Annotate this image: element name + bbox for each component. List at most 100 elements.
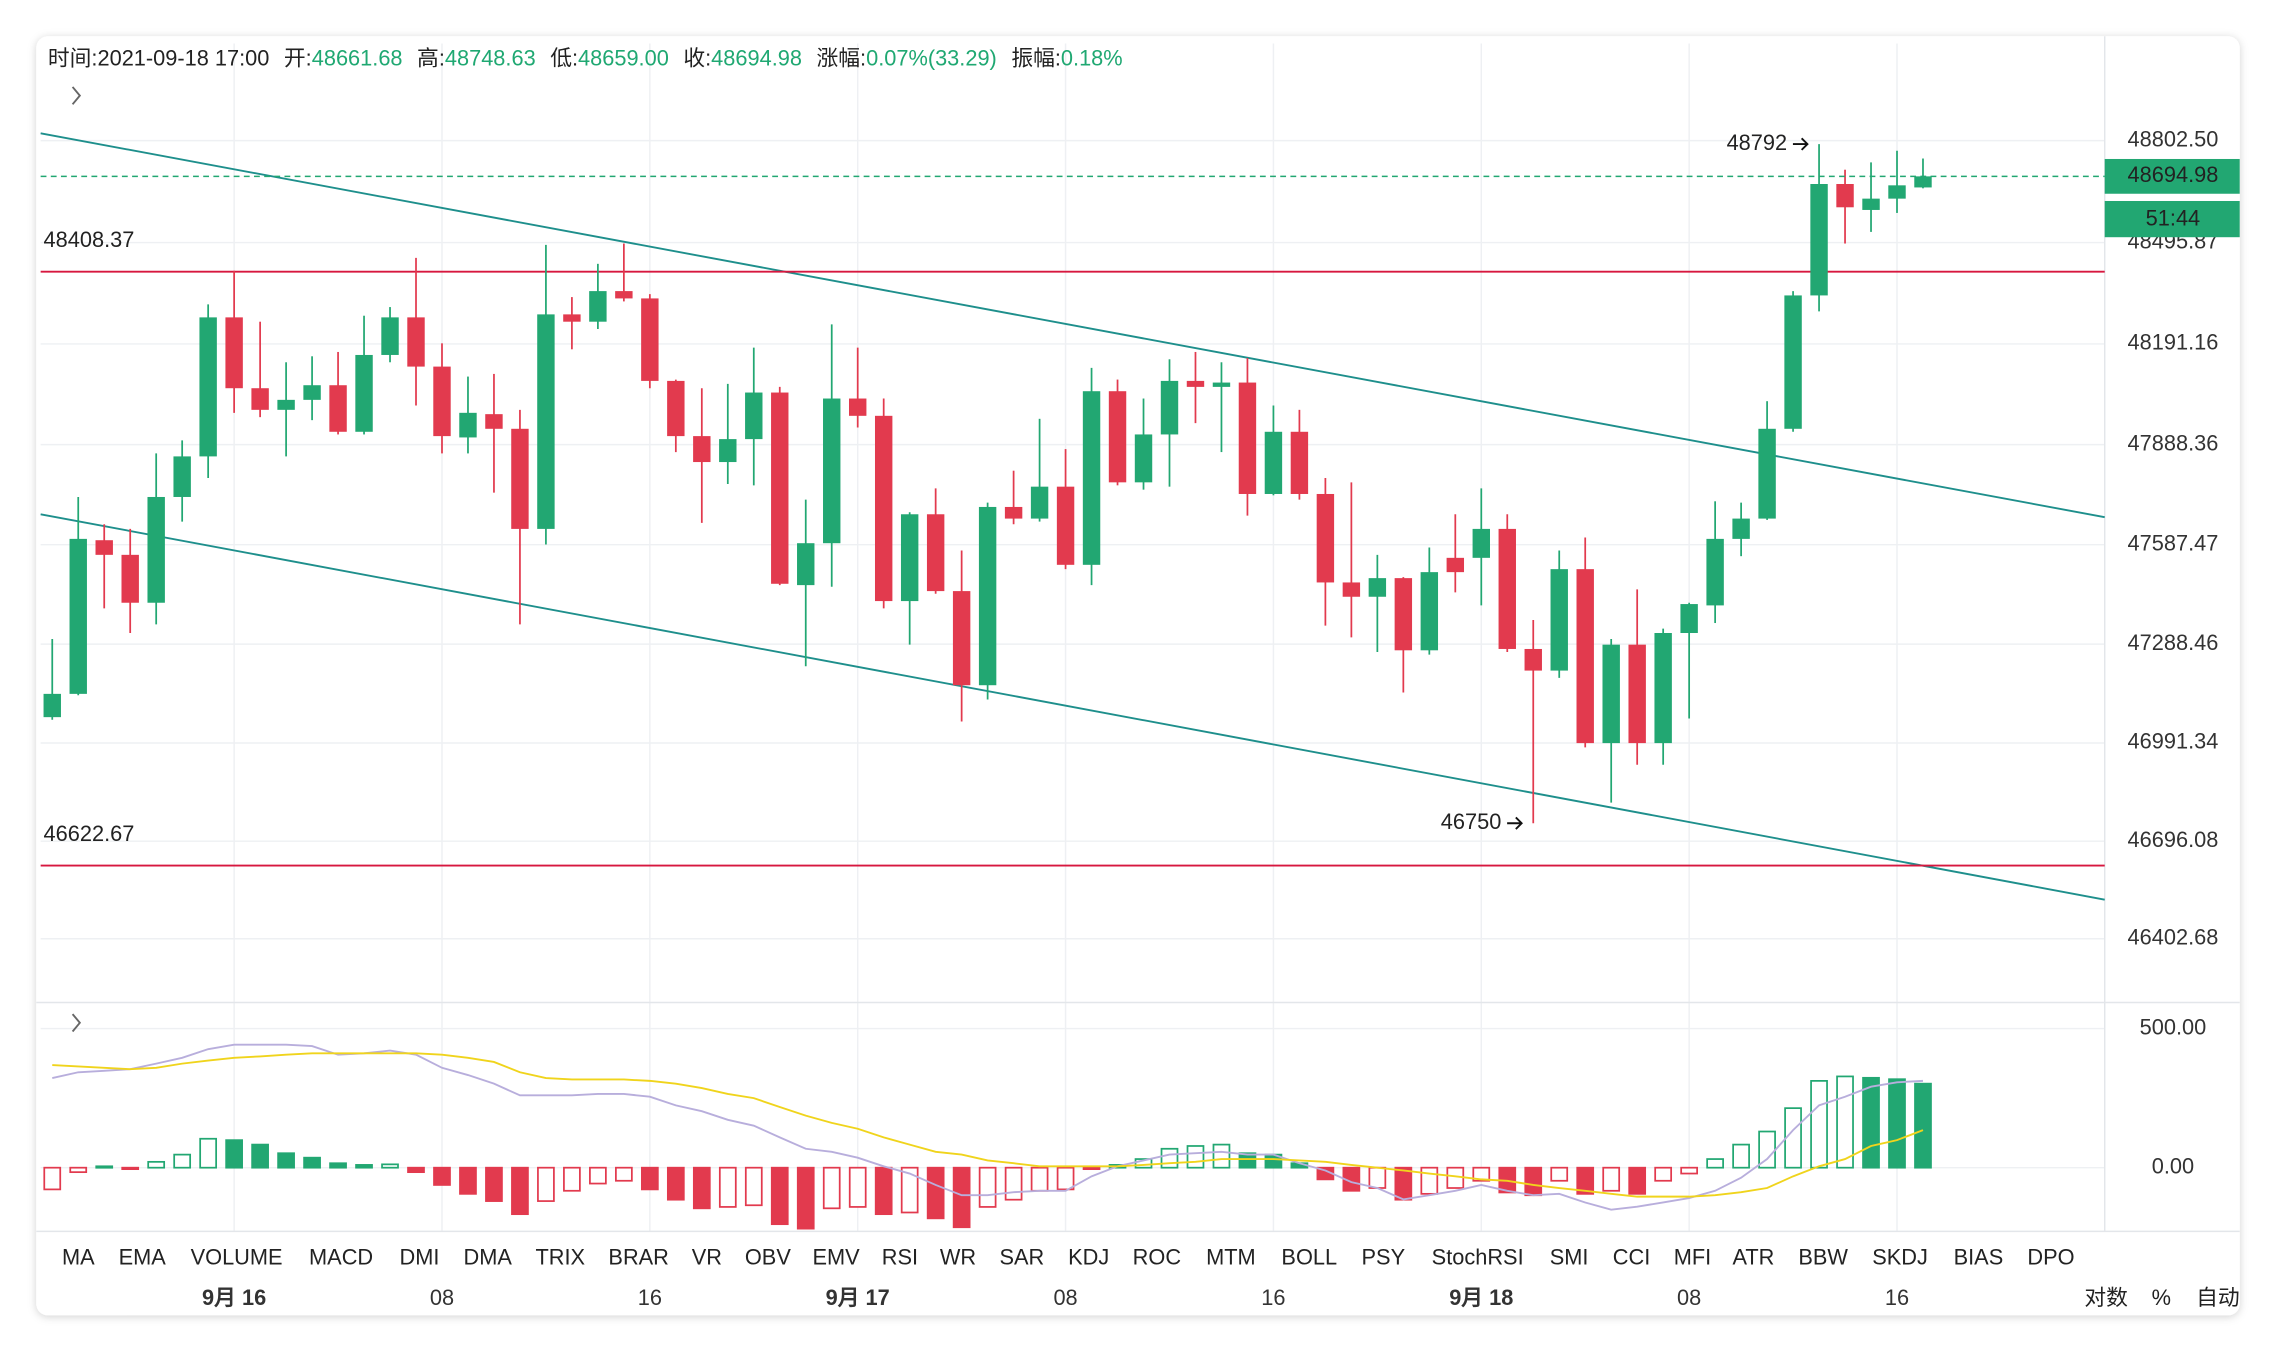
indicator-tab[interactable]: SAR [999, 1245, 1044, 1270]
candle-body [225, 317, 243, 389]
indicator-tab[interactable]: CCI [1613, 1245, 1651, 1270]
candle-body [1160, 380, 1179, 435]
scale-option[interactable]: 自动 [2196, 1285, 2240, 1310]
candle-body [771, 392, 789, 584]
candle-body [511, 428, 529, 529]
macd-bar [874, 1166, 893, 1216]
indicator-tab[interactable]: KDJ [1068, 1245, 1109, 1270]
candle-body [537, 314, 555, 529]
indicator-tab[interactable]: SMI [1550, 1245, 1589, 1270]
candle-body [641, 298, 659, 381]
macd-bar [1576, 1166, 1595, 1195]
indicator-tab[interactable]: StochRSI [1432, 1245, 1524, 1270]
indicator-tab[interactable]: WR [940, 1245, 976, 1270]
macd-bar [1628, 1166, 1647, 1195]
indicator-tab[interactable]: EMA [119, 1245, 167, 1270]
macd-bar [511, 1166, 529, 1216]
indicator-tab[interactable]: BIAS [1954, 1245, 2004, 1270]
y-tick-label: 46991.34 [2128, 729, 2219, 754]
scale-option[interactable]: % [2152, 1285, 2171, 1310]
macd-bar [1524, 1166, 1543, 1197]
macd-bar [251, 1143, 269, 1169]
indicator-tab[interactable]: DPO [2027, 1245, 2074, 1270]
indicator-tab[interactable]: MFI [1674, 1245, 1711, 1270]
indicator-tab[interactable]: VOLUME [191, 1245, 283, 1270]
candle-body [121, 554, 139, 603]
macd-bar [1784, 1107, 1802, 1169]
indicator-tab[interactable]: VR [692, 1245, 722, 1270]
macd-bar [1056, 1166, 1075, 1191]
indicator-tab[interactable]: BBW [1798, 1245, 1848, 1270]
plot-layer: 48802.5048495.8748191.1647888.3647587.47… [40, 126, 2240, 1310]
macd-bar [692, 1166, 711, 1210]
macd-bar [563, 1166, 581, 1192]
indicator-tab[interactable]: DMA [464, 1245, 513, 1270]
candle-body [1212, 382, 1231, 387]
indicator-tab[interactable]: MACD [309, 1245, 373, 1270]
indicator-tab[interactable]: MA [62, 1245, 95, 1270]
level-label: 48408.37 [44, 227, 135, 252]
candle-body [1810, 184, 1828, 296]
candle-body [589, 291, 607, 322]
scale-option[interactable]: 对数 [2084, 1285, 2128, 1310]
candle-body [1238, 382, 1257, 494]
candle-body [615, 291, 633, 299]
y-tick-label: 0.00 [2152, 1153, 2194, 1178]
indicator-tab[interactable]: OBV [745, 1245, 791, 1270]
level-label: 46622.67 [44, 821, 135, 846]
macd-bar [978, 1166, 997, 1208]
arrow [1792, 137, 1809, 151]
indicator-tab[interactable]: ATR [1732, 1245, 1774, 1270]
candle-body [277, 399, 295, 410]
macd-bar [1706, 1158, 1724, 1169]
macd-bar [900, 1166, 919, 1214]
candle-body [1342, 582, 1361, 597]
indicator-tab[interactable]: BOLL [1281, 1245, 1337, 1270]
macd-bar [1030, 1166, 1049, 1192]
macd-bar [1862, 1076, 1880, 1169]
candle-body [1706, 538, 1724, 606]
indicator-tab[interactable]: RSI [882, 1245, 918, 1270]
candle-body [849, 398, 867, 416]
candle-body [1108, 391, 1127, 483]
candle-body [1004, 506, 1023, 519]
candle-body [1758, 428, 1776, 519]
candle-body [43, 693, 61, 718]
info-value: 2021-09-18 17:00 [97, 45, 269, 70]
candle-body [823, 398, 841, 544]
info-label: 高: [417, 45, 445, 70]
indicator-tab[interactable]: DMI [400, 1245, 440, 1270]
macd-bar [770, 1166, 789, 1226]
macd-bar [225, 1139, 243, 1169]
indicator-tab[interactable]: BRAR [608, 1245, 668, 1270]
expand-chevron[interactable] [71, 86, 82, 105]
max-annotation: 48792 [1727, 130, 1788, 155]
candle-body [1472, 528, 1490, 558]
candle-body [1784, 295, 1802, 429]
candle-body [303, 385, 321, 400]
candle-body [1628, 644, 1646, 744]
macd-bar [1186, 1145, 1205, 1169]
indicator-tab[interactable]: TRIX [535, 1245, 585, 1270]
candle-body [797, 543, 815, 586]
indicator-tab[interactable]: PSY [1362, 1245, 1406, 1270]
macd-bar [147, 1160, 166, 1169]
macd-bar [459, 1166, 477, 1195]
candle-body [1082, 391, 1101, 565]
candle-body [199, 317, 217, 457]
macd-bar [1368, 1166, 1387, 1189]
price-box [2104, 158, 2240, 194]
macd-bar [1394, 1166, 1413, 1201]
indicator-tab[interactable]: EMV [812, 1245, 860, 1270]
candle-body [745, 392, 763, 440]
x-tick-label: 08 [1053, 1285, 1077, 1310]
candle-body [95, 540, 113, 555]
indicator-tab[interactable]: SKDJ [1872, 1245, 1928, 1270]
expand-chevron[interactable] [71, 1013, 82, 1033]
candle-body [900, 514, 919, 602]
indicator-tab[interactable]: MTM [1206, 1245, 1256, 1270]
indicator-tab[interactable]: ROC [1133, 1245, 1181, 1270]
macd-bar [485, 1166, 503, 1202]
y-tick-label: 47288.46 [2128, 630, 2219, 655]
